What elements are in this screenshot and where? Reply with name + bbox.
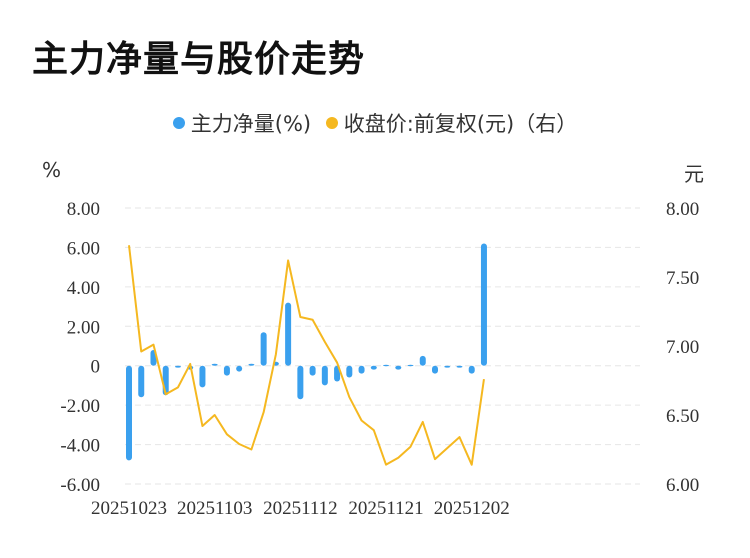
bar [174, 365, 181, 368]
right-axis-tick-label: 7.50 [666, 268, 699, 289]
legend-bar-marker [172, 117, 185, 129]
right-axis-unit: 元 [684, 162, 704, 186]
bar [211, 363, 218, 366]
bar [432, 365, 438, 374]
bar [126, 365, 132, 461]
x-axis-tick-label: 20251103 [177, 498, 252, 519]
left-axis-tick-label: 4.00 [67, 278, 100, 299]
left-axis-tick-label: 8.00 [67, 199, 100, 220]
bar [236, 365, 243, 372]
left-axis-tick-label: -2.00 [60, 396, 100, 417]
legend-line-label: 收盘价:前复权(元)（右） [343, 112, 578, 136]
legend-bar-label: 主力净量(%) [190, 112, 312, 136]
left-axis-unit: % [42, 158, 62, 182]
bar [383, 364, 390, 367]
bar [419, 355, 426, 366]
x-axis-tick-label: 20251121 [348, 498, 423, 519]
legend-line-marker [325, 117, 338, 129]
x-axis-tick-label: 20251112 [263, 498, 338, 519]
bar [358, 365, 365, 374]
bar [395, 365, 402, 370]
bar [456, 365, 463, 368]
left-axis-tick-label: -6.00 [60, 475, 100, 496]
left-axis-tick-label: 2.00 [67, 317, 100, 338]
legend-item-line[interactable]: 收盘价:前复权(元)（右） [325, 108, 578, 138]
bar [297, 365, 304, 400]
bar [444, 365, 451, 368]
x-axis-tick-label: 20251202 [434, 498, 510, 519]
bar [223, 365, 230, 376]
bar [480, 243, 487, 366]
left-axis-tick-label: 6.00 [67, 238, 100, 259]
bar [285, 302, 292, 366]
price-line [128, 245, 485, 466]
right-axis-tick-label: 6.00 [666, 475, 699, 496]
bar [321, 365, 328, 386]
bar [138, 365, 145, 398]
right-axis-tick-label: 7.00 [666, 337, 699, 358]
left-axis-tick-label: 0 [91, 357, 101, 378]
bar [468, 365, 475, 374]
bar [407, 364, 414, 367]
bar [260, 332, 267, 366]
chart-title: 主力净量与股价走势 [32, 39, 366, 80]
x-axis-tick-label: 20251023 [91, 498, 167, 519]
right-axis-tick-label: 6.50 [666, 406, 699, 427]
right-axis-tick-label: 8.00 [666, 199, 699, 220]
bar [370, 365, 377, 370]
bar [199, 365, 206, 388]
bar [248, 363, 255, 366]
left-axis-tick-label: -4.00 [60, 436, 100, 457]
legend-item-bar[interactable]: 主力净量(%) [172, 108, 312, 138]
bar [309, 365, 316, 376]
legend: 主力净量(%) 收盘价:前复权(元)（右） [0, 108, 750, 138]
bar [346, 365, 353, 378]
